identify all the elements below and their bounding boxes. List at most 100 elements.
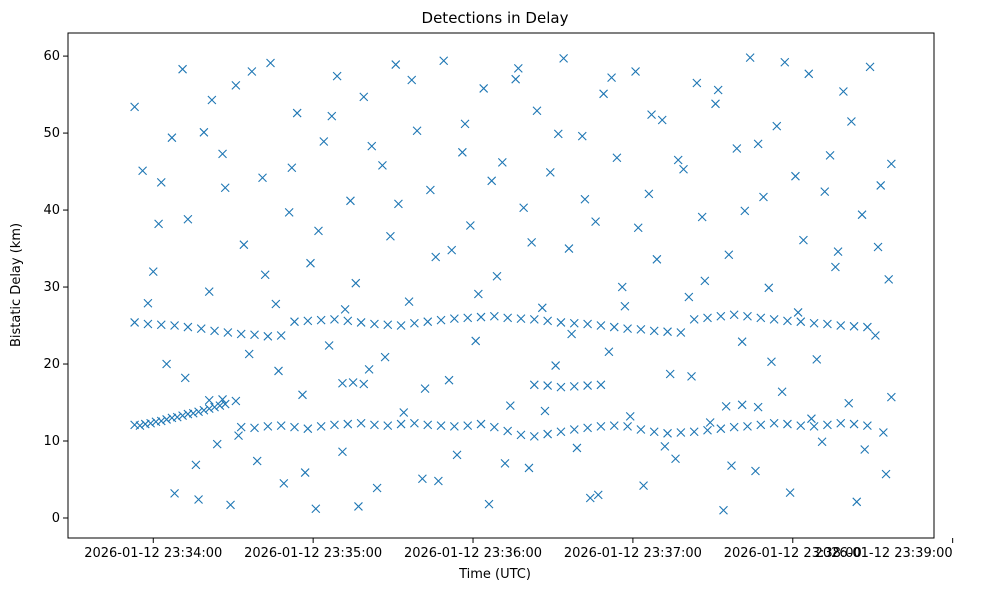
data-point: [583, 319, 592, 329]
data-point: [663, 327, 672, 337]
y-tick-label: 40: [43, 203, 60, 218]
data-point: [783, 419, 792, 429]
data-point: [732, 144, 742, 153]
data-point: [260, 270, 270, 280]
data-point: [465, 221, 475, 230]
data-point: [223, 328, 233, 337]
data-point: [740, 206, 750, 216]
data-point: [553, 129, 563, 139]
data-point: [367, 141, 377, 151]
data-point: [804, 69, 814, 79]
data-point: [258, 173, 267, 183]
data-point: [580, 194, 590, 204]
data-point: [833, 247, 843, 257]
data-point: [572, 443, 582, 453]
data-point: [878, 428, 888, 437]
data-point: [303, 424, 313, 434]
data-point: [303, 316, 313, 326]
data-point: [692, 78, 702, 88]
data-point: [759, 192, 768, 202]
y-axis-label: Bistatic Delay (km): [9, 223, 24, 347]
data-point: [183, 214, 193, 224]
data-point: [250, 423, 259, 433]
data-point: [713, 85, 723, 95]
data-point: [700, 276, 710, 286]
data-point: [729, 422, 739, 432]
data-point: [399, 408, 409, 417]
data-point: [231, 80, 241, 90]
data-point: [799, 235, 808, 245]
data-point: [633, 223, 643, 233]
data-point: [276, 331, 286, 340]
data-point: [583, 423, 592, 433]
data-point: [130, 102, 140, 112]
data-point: [785, 488, 795, 497]
y-tick-label: 60: [43, 49, 60, 64]
data-point: [143, 319, 153, 329]
data-point: [407, 75, 417, 85]
data-point: [591, 217, 600, 226]
data-point: [881, 469, 891, 479]
data-point: [660, 442, 670, 451]
data-point: [639, 481, 648, 491]
data-point: [431, 252, 441, 262]
data-point: [340, 304, 350, 314]
data-point: [679, 164, 688, 174]
data-point: [772, 121, 782, 131]
data-point: [791, 171, 800, 181]
data-point: [263, 421, 273, 431]
data-point: [823, 319, 832, 329]
x-tick-label: 2026-01-12 23:35:00: [244, 546, 382, 561]
data-point: [220, 183, 230, 193]
data-point: [236, 329, 246, 339]
data-point: [324, 341, 334, 350]
data-point: [593, 490, 603, 500]
data-point: [870, 331, 880, 340]
data-point: [146, 418, 155, 428]
data-point: [279, 478, 289, 488]
data-point: [719, 505, 728, 515]
data-point: [583, 381, 592, 390]
data-point: [196, 324, 206, 333]
data-point: [457, 147, 467, 157]
data-point: [210, 402, 219, 412]
data-point: [596, 380, 606, 390]
data-point: [649, 326, 659, 336]
data-point: [665, 369, 675, 379]
data-point: [503, 426, 513, 436]
data-point: [556, 427, 566, 437]
data-point: [673, 155, 683, 165]
data-point: [423, 317, 433, 327]
data-point: [567, 329, 577, 339]
data-point: [178, 411, 187, 420]
y-tick-label: 30: [43, 280, 60, 295]
y-tick-label: 50: [43, 126, 60, 141]
data-point: [569, 318, 579, 328]
data-point: [751, 466, 760, 476]
data-point: [338, 378, 347, 388]
data-point: [625, 411, 635, 421]
data-point: [569, 425, 579, 434]
data-point: [391, 60, 401, 69]
data-point: [862, 421, 872, 430]
data-point: [492, 271, 502, 281]
data-point: [809, 421, 819, 431]
data-point: [623, 324, 632, 333]
chart-title: Detections in Delay: [422, 9, 569, 27]
data-point: [210, 326, 219, 336]
data-point: [676, 328, 686, 337]
data-point: [231, 396, 241, 406]
data-point: [769, 418, 779, 428]
data-point: [703, 313, 712, 323]
data-point: [743, 311, 752, 321]
data-point: [425, 185, 435, 195]
data-point: [447, 245, 457, 255]
data-point: [886, 159, 896, 169]
data-point: [612, 153, 622, 163]
data-point: [564, 244, 574, 253]
data-point: [780, 57, 790, 67]
data-point: [862, 322, 872, 332]
y-tick-label: 0: [52, 511, 60, 526]
data-point: [609, 421, 619, 430]
data-point: [484, 499, 494, 509]
